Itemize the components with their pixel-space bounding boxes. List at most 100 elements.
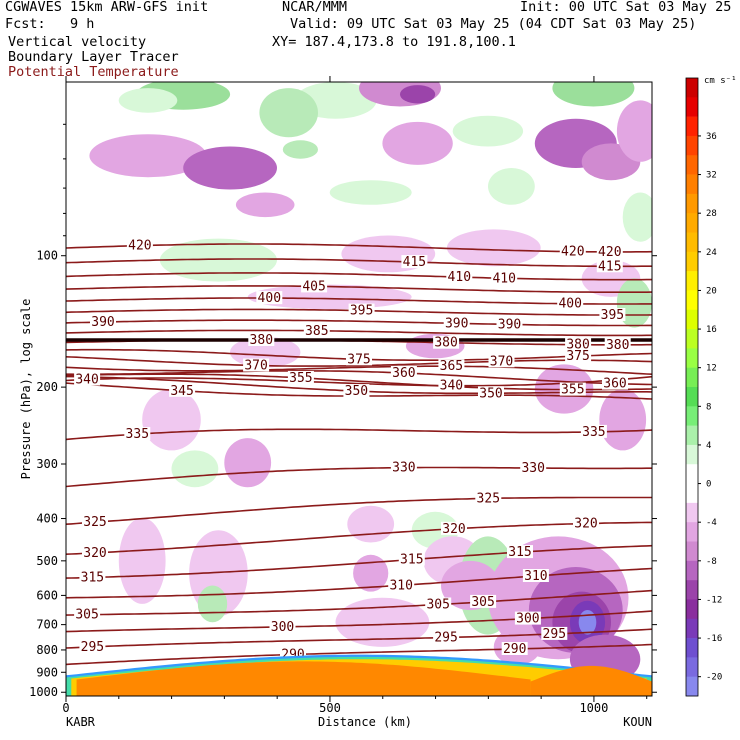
theta-label: 370 — [490, 354, 513, 369]
colorbar-swatch — [686, 135, 698, 156]
x-tick-label: 1000 — [579, 701, 608, 715]
vertical-velocity-region — [452, 115, 524, 147]
colorbar-swatch — [686, 97, 698, 117]
theta-label: 315 — [508, 545, 531, 560]
vertical-velocity-region — [488, 168, 535, 205]
theta-label-bg — [388, 578, 415, 592]
y-tick-label: 500 — [36, 554, 58, 568]
theta-contour-300 — [66, 610, 652, 633]
colorbar-unit: cm s⁻¹ — [704, 76, 737, 86]
theta-label-bg — [90, 315, 116, 328]
colorbar-swatch — [686, 657, 698, 677]
colorbar-tick-label: -12 — [706, 595, 722, 605]
tracer-core — [76, 661, 531, 696]
vertical-velocity-region — [197, 585, 228, 623]
theta-label-bg — [475, 491, 502, 505]
colorbar-swatch — [686, 444, 698, 465]
theta-label: 320 — [574, 517, 597, 532]
y-tick-label: 1000 — [29, 685, 58, 699]
theta-label: 350 — [479, 386, 502, 401]
theta-label: 380 — [250, 333, 273, 348]
theta-label-bg — [348, 303, 375, 317]
colorbar-swatch — [686, 483, 698, 504]
y-axis-title: Pressure (hPa), log scale — [19, 299, 33, 480]
theta-label-bg — [507, 545, 533, 559]
theta-label: 315 — [400, 553, 423, 568]
valid-time: Valid: 09 UTC Sat 03 May 25 (04 CDT Sat … — [290, 16, 697, 32]
colorbar: 36 32 28 24 20 16 12 8 4 0 -4 -8 -12 -16 -20 — [685, 77, 722, 697]
theta-label-bg — [520, 461, 547, 474]
theta-label: 295 — [543, 627, 566, 642]
theta-label: 365 — [440, 359, 463, 374]
theta-label: 395 — [601, 308, 624, 323]
plot-frame — [65, 81, 653, 697]
theta-label: 300 — [516, 612, 539, 627]
vertical-velocity-region — [382, 121, 453, 165]
theta-contour-335 — [66, 428, 652, 441]
theta-label-bg — [79, 639, 106, 653]
vertical-velocity-region — [616, 100, 652, 162]
colorbar-tick-label: -20 — [706, 673, 722, 683]
theta-label: 380 — [606, 338, 629, 353]
theta-label-bg — [303, 323, 330, 337]
theta-label: 400 — [558, 297, 581, 312]
vertical-velocity-region — [552, 82, 635, 107]
theta-label: 405 — [302, 279, 325, 294]
theta-label-bg — [438, 378, 465, 392]
x-axis-title: Distance (km) — [318, 715, 412, 729]
vertical-velocity-region — [400, 85, 436, 104]
theta-label-bg — [243, 358, 270, 372]
theta-label-bg — [124, 427, 151, 441]
vertical-velocity-region — [118, 517, 166, 604]
model-title: CGWAVES 15km ARW-GFS init — [5, 0, 209, 15]
theta-label-bg — [74, 372, 101, 386]
colorbar-swatch — [686, 425, 698, 446]
vertical-velocity-region — [183, 146, 277, 190]
theta-contour-405 — [66, 285, 652, 293]
x-end-station: KOUN — [623, 715, 652, 729]
theta-label-bg — [433, 335, 460, 349]
colorbar-swatch — [686, 193, 698, 214]
x-tick-label: 0 — [62, 701, 69, 715]
y-tick-label: 200 — [36, 380, 58, 394]
theta-label: 320 — [83, 546, 106, 561]
theta-contour-340 — [66, 375, 652, 387]
colorbar-swatch — [686, 213, 698, 233]
colorbar-swatch — [686, 155, 698, 175]
vertical-velocity-shading — [89, 82, 652, 684]
theta-label-bg — [169, 383, 196, 397]
theta-label-bg — [441, 521, 467, 535]
theta-label-bg — [580, 424, 607, 438]
theta-label: 375 — [566, 349, 589, 364]
theta-label-bg — [82, 515, 108, 529]
tracer-core-east — [530, 665, 652, 696]
vertical-velocity-region — [622, 192, 652, 242]
theta-label-bg — [269, 619, 296, 633]
theta-label: 335 — [126, 427, 149, 442]
colorbar-swatch — [686, 522, 698, 542]
theta-label: 355 — [561, 383, 584, 398]
theta-contour-360 — [66, 370, 652, 386]
colorbar-swatch — [686, 676, 698, 697]
theta-label: 295 — [434, 631, 457, 646]
y-tick-label: 600 — [36, 588, 58, 602]
theta-label: 310 — [524, 569, 547, 584]
theta-label: 355 — [289, 371, 312, 386]
theta-label: 310 — [389, 578, 412, 593]
colorbar-swatch — [686, 329, 698, 349]
colorbar-swatch — [686, 251, 698, 272]
vertical-velocity-region — [446, 229, 541, 267]
forecast-label: Fcst: — [5, 16, 46, 32]
theta-label-bg — [82, 545, 108, 559]
theta-label-bg — [425, 597, 452, 611]
vertical-velocity-region — [118, 88, 178, 113]
vertical-velocity-region — [259, 88, 319, 138]
y-tick-label: 900 — [36, 665, 58, 679]
theta-label: 305 — [75, 608, 98, 623]
colorbar-tick-label: 4 — [706, 441, 711, 451]
vertical-velocity-region — [89, 134, 207, 178]
theta-label-bg — [488, 354, 515, 368]
theta-label: 360 — [392, 366, 415, 381]
colorbar-swatch — [686, 387, 698, 407]
theta-label-bg — [522, 569, 549, 582]
